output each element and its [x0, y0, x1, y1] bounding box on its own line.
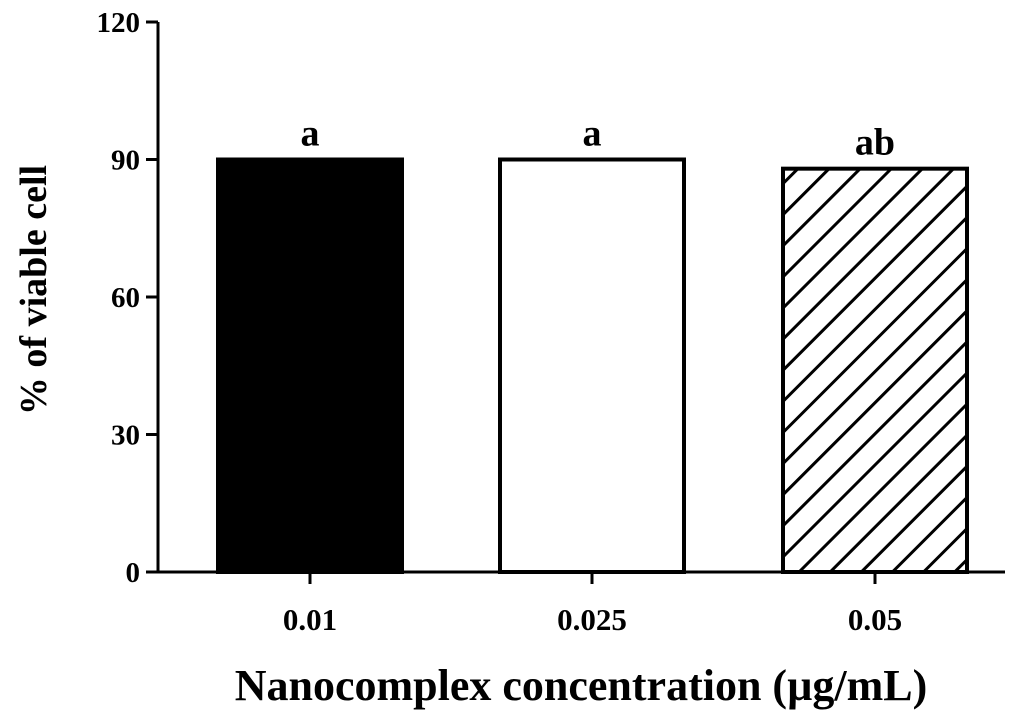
x-tick-label: 0.01 — [283, 602, 337, 637]
significance-letter: a — [583, 113, 602, 155]
y-axis-title: % of viable cell — [13, 165, 55, 415]
y-tick-label: 60 — [111, 282, 140, 314]
x-axis-title: Nanocomplex concentration (µg/mL) — [235, 661, 928, 710]
y-tick-label: 0 — [126, 557, 141, 589]
y-tick-label: 120 — [97, 7, 141, 39]
significance-letter: ab — [855, 122, 895, 164]
x-tick-label: 0.025 — [557, 602, 627, 637]
x-tick-label: 0.05 — [848, 602, 902, 637]
bar-0-01 — [216, 157, 404, 574]
bar-series — [216, 157, 969, 575]
bar-annotations: a a ab — [301, 113, 896, 164]
y-tick-label: 30 — [111, 420, 140, 452]
x-axis-ticks: 0.01 0.025 0.05 — [283, 572, 902, 637]
y-axis-ticks: 0 30 60 90 120 — [97, 7, 158, 589]
significance-letter: a — [301, 113, 320, 155]
bar-0-05 — [781, 166, 969, 575]
bar-0-025 — [498, 157, 686, 574]
y-tick-label: 90 — [111, 145, 140, 177]
